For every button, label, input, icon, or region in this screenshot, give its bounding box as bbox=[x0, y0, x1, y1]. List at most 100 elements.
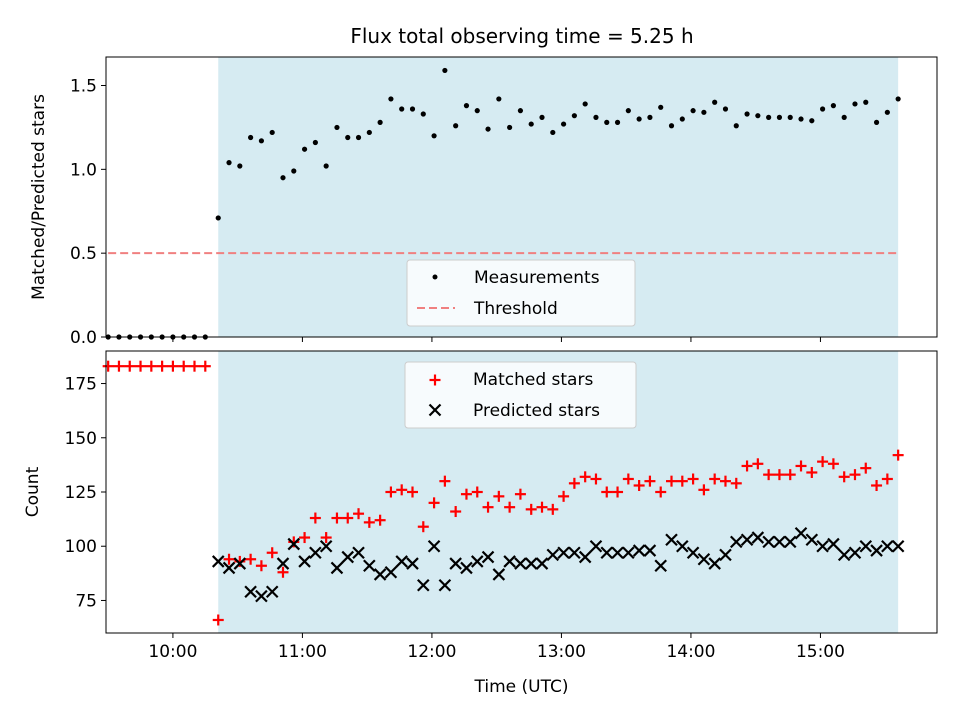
measurement-point bbox=[722, 106, 729, 112]
top-legend-box bbox=[406, 259, 636, 327]
cross-stroke bbox=[686, 546, 700, 560]
matched-star-point bbox=[199, 360, 211, 372]
matched-star-point bbox=[676, 475, 688, 487]
matched-star-point bbox=[773, 469, 785, 481]
bottom-x-tick-label: 15:00 bbox=[796, 642, 845, 662]
matched-star-point bbox=[763, 469, 775, 481]
chart-title: Flux total observing time = 5.25 h bbox=[350, 24, 693, 48]
matched-star-point bbox=[730, 477, 742, 489]
predicted-star-point bbox=[481, 550, 495, 564]
matched-star-point bbox=[460, 488, 472, 500]
predicted-star-point bbox=[244, 585, 257, 599]
cross-stroke bbox=[773, 535, 786, 549]
matched-star-point bbox=[849, 469, 861, 481]
measurement-point bbox=[614, 119, 621, 125]
matched-star-point bbox=[471, 486, 483, 498]
bottom-x-tick-label: 13:00 bbox=[537, 642, 586, 662]
cross-stroke bbox=[546, 548, 560, 562]
predicted-star-point bbox=[729, 535, 743, 549]
measurement-point bbox=[766, 114, 772, 120]
cross-stroke bbox=[481, 550, 495, 564]
predicted-star-point bbox=[287, 537, 301, 551]
predicted-star-point bbox=[848, 546, 862, 560]
matched-star-point bbox=[167, 360, 179, 372]
bottom-y-tick-label: 75 bbox=[75, 591, 97, 611]
measurement-point bbox=[291, 168, 297, 174]
measurement-point bbox=[431, 133, 437, 139]
matched-star-point bbox=[827, 458, 839, 470]
top-y-axis-label: Matched/Predicted stars bbox=[29, 94, 49, 300]
measurement-point bbox=[712, 99, 718, 105]
matched-star-point bbox=[817, 456, 829, 468]
top-y-ticks: 0.0 0.5 1.0 1.5 bbox=[70, 77, 106, 348]
predicted-star-point bbox=[751, 531, 765, 544]
predicted-star-point bbox=[870, 544, 883, 557]
predicted-star-point bbox=[395, 555, 408, 568]
predicted-star-point bbox=[524, 557, 538, 570]
measurement-point bbox=[442, 67, 448, 74]
matched-star-point bbox=[655, 486, 667, 498]
predicted-star-point bbox=[611, 546, 624, 560]
cross-stroke bbox=[244, 585, 257, 599]
cross-stroke bbox=[611, 546, 624, 560]
matched-star-point bbox=[223, 553, 235, 565]
predicted-star-point bbox=[363, 559, 376, 573]
predicted-star-point bbox=[514, 557, 527, 570]
measurement-point bbox=[399, 106, 405, 112]
matched-star-point bbox=[320, 532, 332, 544]
measurement-point bbox=[895, 96, 901, 102]
bottom-axes-frame bbox=[105, 350, 938, 634]
measurement-point bbox=[507, 124, 513, 131]
top-y-tick-label: 1.0 bbox=[70, 160, 97, 180]
matched-star-point bbox=[417, 521, 429, 533]
cross-stroke bbox=[859, 539, 873, 553]
cross-stroke bbox=[578, 550, 592, 564]
predicted-star-point bbox=[773, 535, 786, 549]
measurement-point bbox=[323, 163, 329, 169]
cross-stroke bbox=[265, 585, 279, 599]
cross-stroke bbox=[697, 552, 711, 566]
cross-stroke bbox=[740, 533, 754, 547]
cross-stroke bbox=[622, 546, 635, 560]
legend-matched-label: Matched stars bbox=[473, 370, 593, 390]
measurement-point bbox=[787, 114, 793, 120]
measurement-point bbox=[377, 119, 383, 125]
predicted-stars-points bbox=[211, 526, 905, 603]
matched-star-point bbox=[601, 486, 613, 498]
predicted-star-point bbox=[708, 557, 721, 570]
cross-stroke bbox=[298, 555, 311, 568]
matched-star-point bbox=[547, 503, 559, 515]
measurement-point bbox=[658, 104, 664, 110]
measurement-point bbox=[453, 123, 459, 129]
predicted-star-point bbox=[568, 546, 581, 560]
matched-star-point bbox=[124, 360, 136, 372]
predicted-star-point bbox=[460, 561, 473, 575]
measurement-point bbox=[701, 109, 707, 115]
cross-stroke bbox=[762, 535, 775, 549]
predicted-star-point bbox=[794, 526, 808, 540]
cross-stroke bbox=[891, 539, 905, 553]
predicted-star-point bbox=[427, 539, 441, 553]
matched-star-point bbox=[579, 471, 591, 483]
x-axis-label: Time (UTC) bbox=[474, 677, 569, 697]
cross-stroke bbox=[848, 546, 862, 560]
cross-stroke bbox=[233, 557, 247, 570]
predicted-star-point bbox=[438, 578, 452, 592]
bottom-y-ticks: 75 100 125 150 175 bbox=[65, 375, 106, 611]
legend-cross-glyph bbox=[428, 403, 442, 417]
predicted-star-point bbox=[622, 546, 635, 560]
measurement-point bbox=[280, 175, 286, 181]
measurement-point bbox=[668, 123, 675, 129]
measurement-point bbox=[366, 129, 372, 136]
predicted-star-point bbox=[222, 561, 236, 575]
measurement-point bbox=[301, 146, 308, 152]
predicted-star-point bbox=[330, 561, 344, 575]
predicted-star-point bbox=[233, 557, 247, 570]
measurement-point bbox=[528, 121, 534, 127]
predicted-star-point bbox=[643, 544, 657, 557]
matched-star-point bbox=[536, 501, 548, 513]
predicted-star-point bbox=[255, 589, 268, 603]
cross-stroke bbox=[287, 537, 301, 551]
cross-stroke bbox=[589, 539, 603, 553]
predicted-star-point bbox=[719, 548, 732, 562]
